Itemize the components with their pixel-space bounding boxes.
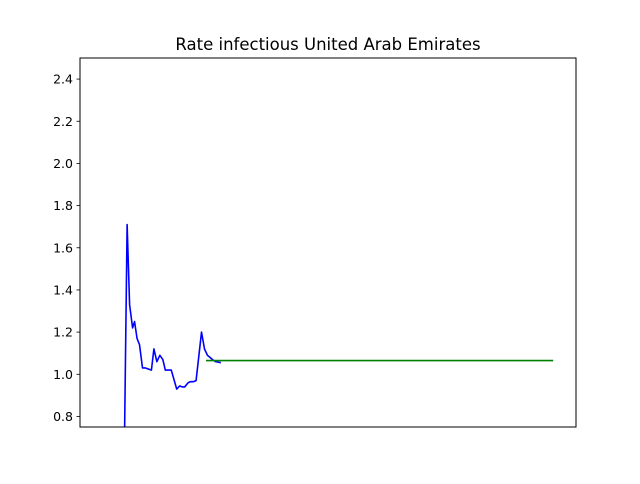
y-tick-label: 2.0 xyxy=(53,156,73,171)
chart-title: Rate infectious United Arab Emirates xyxy=(175,35,480,54)
y-tick-label: 1.2 xyxy=(53,325,73,340)
series-line-1 xyxy=(123,223,222,427)
plot-frame xyxy=(79,57,577,428)
y-tick-label: 2.4 xyxy=(53,72,73,87)
y-tick-label: 1.6 xyxy=(53,240,73,255)
y-tick-label: 1.8 xyxy=(53,198,73,213)
y-tick-label: 1.4 xyxy=(53,282,73,297)
y-tick-label: 1.0 xyxy=(53,367,73,382)
y-tick-label: 2.2 xyxy=(53,114,73,129)
y-tick-label: 0.8 xyxy=(53,409,73,424)
